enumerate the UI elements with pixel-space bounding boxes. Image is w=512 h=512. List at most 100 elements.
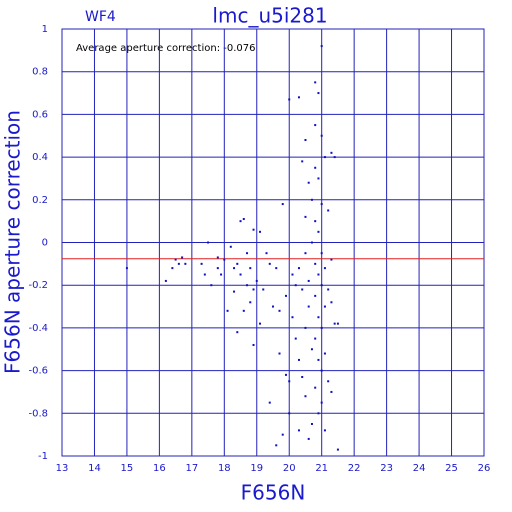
point [330,151,333,154]
point [284,294,287,297]
point [317,316,320,319]
x-tick-label: 14 [88,463,101,474]
point [333,322,336,325]
point [174,258,177,261]
point [236,262,239,265]
point [310,348,313,351]
x-tick-label: 24 [413,463,426,474]
point [320,284,323,287]
point [255,279,258,282]
point [294,337,297,340]
point [310,422,313,425]
point [314,294,317,297]
point [314,262,317,265]
point [297,96,300,99]
point [320,252,323,255]
point [233,290,236,293]
x-tick-label: 26 [478,463,491,474]
point [336,322,339,325]
x-tick-label: 20 [283,463,296,474]
point [307,437,310,440]
point [320,326,323,329]
point [288,412,291,415]
x-tick-label: 16 [153,463,166,474]
point [301,376,304,379]
point [327,288,330,291]
point [304,215,307,218]
point [288,98,291,101]
point [327,209,330,212]
point [323,305,326,308]
point [164,279,167,282]
point [171,267,174,270]
panel-label: WF4 [85,9,116,25]
point [310,198,313,201]
x-tick-label: 15 [121,463,134,474]
point [320,134,323,137]
point [307,181,310,184]
point [297,358,300,361]
x-tick-label: 21 [315,463,328,474]
point [307,305,310,308]
point [317,177,320,180]
point [284,373,287,376]
point [291,273,294,276]
point [317,230,320,233]
point [314,166,317,169]
point [268,401,271,404]
point [210,284,213,287]
point [301,288,304,291]
point [317,412,320,415]
point [216,256,219,259]
point [236,331,239,334]
point [242,309,245,312]
x-axis-label: F656N [241,481,306,505]
point [265,252,268,255]
point [181,256,184,259]
point [259,322,262,325]
point [314,81,317,84]
point [125,267,128,270]
point [262,288,265,291]
point [304,139,307,142]
point [320,369,323,372]
point [233,267,236,270]
point [246,284,249,287]
point [259,230,262,233]
point [297,429,300,432]
point [314,124,317,127]
point [184,262,187,265]
point [229,245,232,248]
x-tick-label: 22 [348,463,361,474]
point [275,444,278,447]
y-tick-label: -0.4 [28,323,48,334]
x-tick-label: 19 [250,463,263,474]
point [177,262,180,265]
point [301,160,304,163]
point [327,380,330,383]
y-tick-label: 1 [42,24,48,35]
point [317,358,320,361]
point [333,156,336,159]
point [323,429,326,432]
point [323,156,326,159]
y-tick-label: 0.2 [32,195,48,206]
x-tick-label: 23 [380,463,393,474]
point [314,386,317,389]
x-tick-label: 18 [218,463,231,474]
point [272,305,274,308]
point [297,267,300,270]
point [252,288,255,291]
point [200,262,203,265]
point [320,45,323,48]
point [310,241,313,244]
point [330,390,333,393]
x-tick-label: 17 [185,463,198,474]
point [249,301,252,304]
y-tick-label: -0.2 [28,280,48,291]
annotation: Average aperture correction: -0.076 [76,43,256,54]
y-tick-label: -1 [38,451,48,462]
point [220,273,223,276]
point [278,352,281,355]
point [336,448,339,451]
